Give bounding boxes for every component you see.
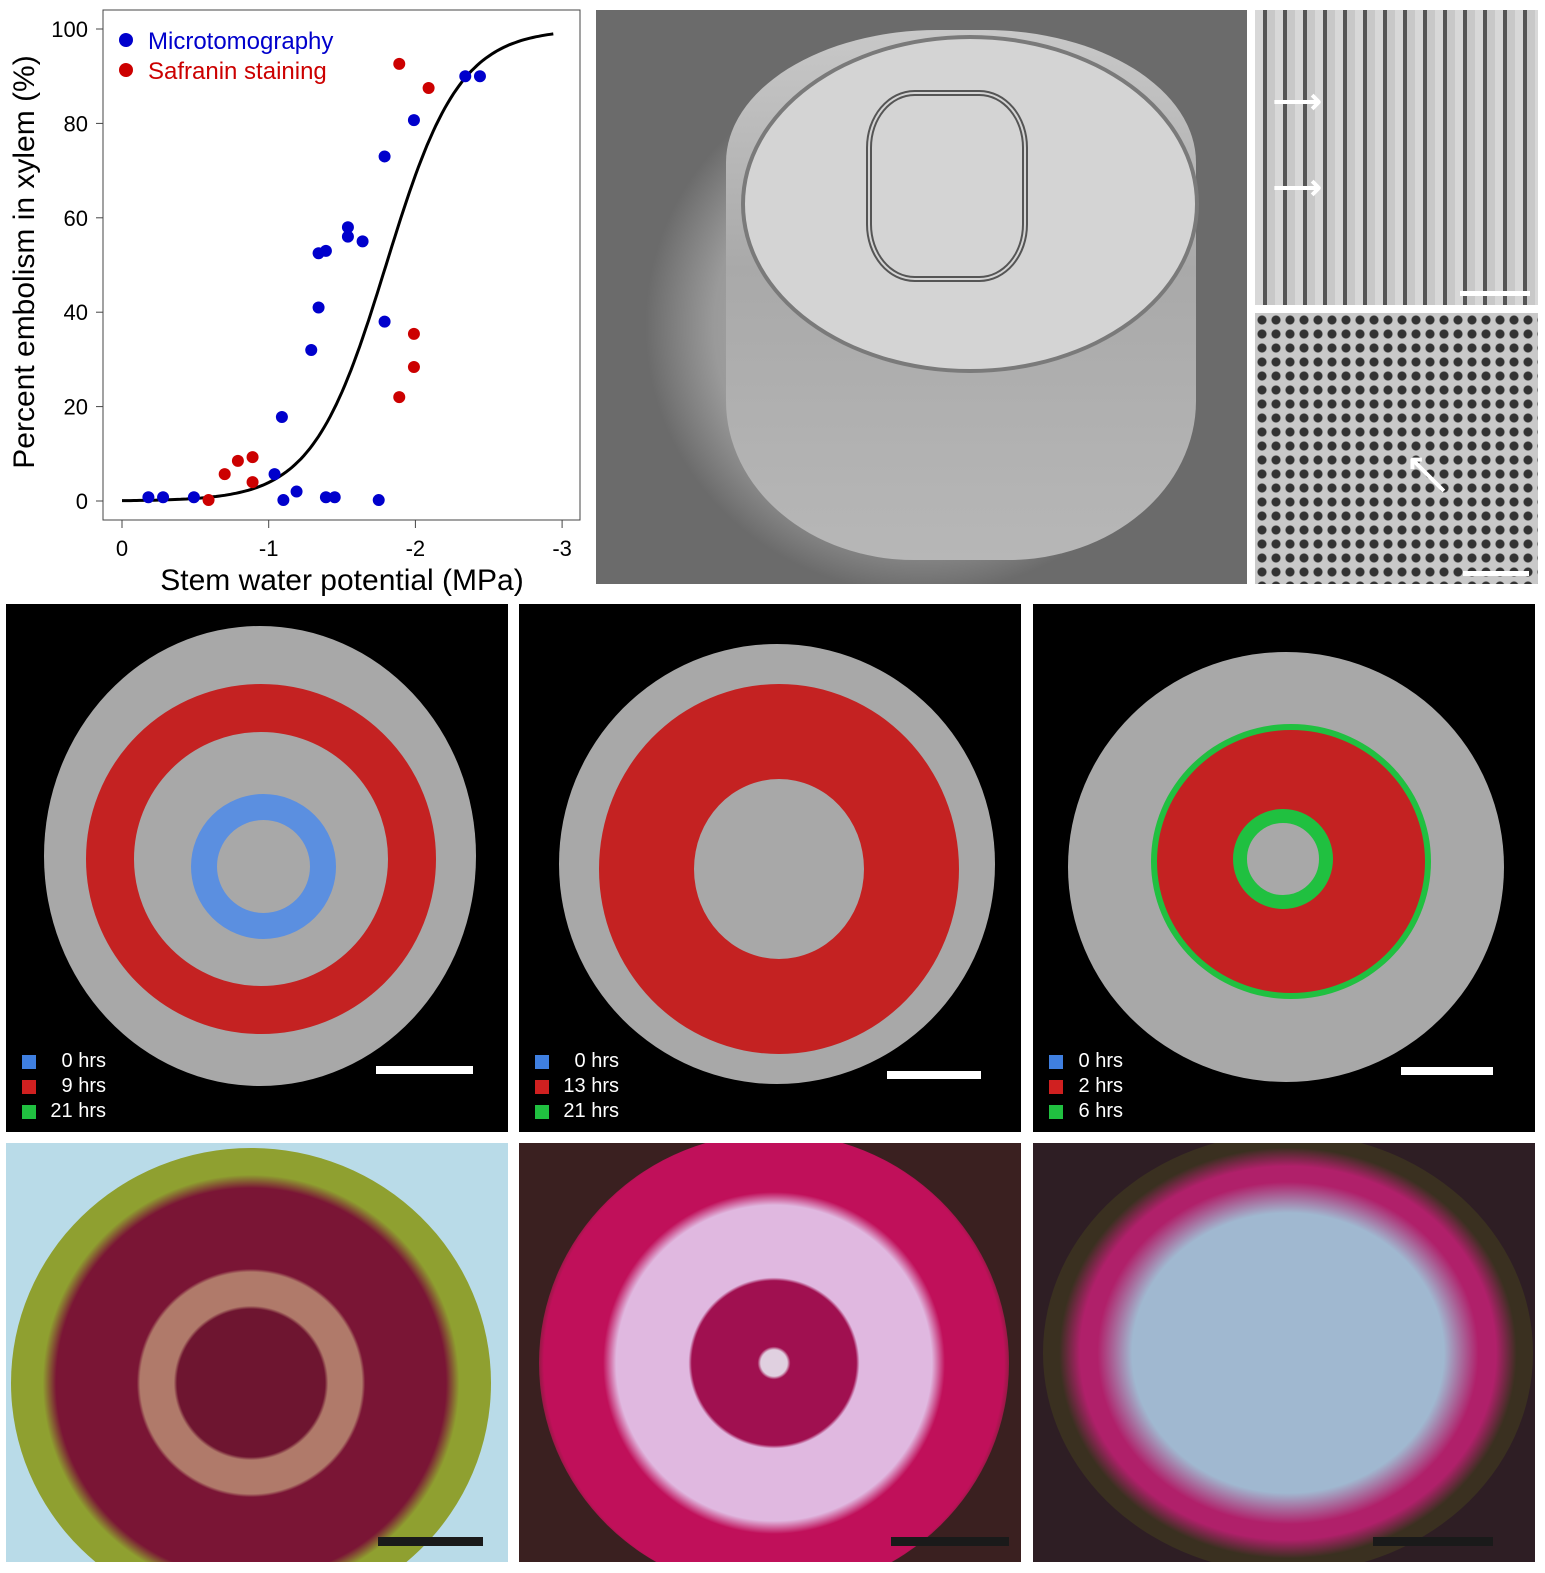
fit-curve	[122, 32, 554, 503]
plot-frame	[102, 9, 581, 521]
scale-bar	[891, 1537, 1009, 1546]
legend-label: 13 hrs	[563, 1075, 619, 1097]
legend-label: 6 hrs	[1078, 1100, 1123, 1122]
legend-label: 0 hrs	[1078, 1050, 1123, 1072]
stem-cross-section-top	[741, 35, 1199, 373]
arrow-icon: ⟶	[1273, 83, 1322, 121]
microtomography-point	[312, 301, 325, 314]
longitudinal-vessel-image: ⟶ ⟶	[1255, 10, 1538, 305]
microtomography-point	[459, 70, 472, 83]
legend-label: 9 hrs	[61, 1075, 106, 1097]
safranin-point	[246, 476, 259, 489]
microtomography-point	[157, 491, 170, 504]
microtomography-point	[341, 221, 354, 234]
microtomography-point	[328, 491, 341, 504]
ct-slice-panel-b: 0 hrs 13 hrs 21 hrs	[519, 604, 1021, 1132]
scale-bar	[376, 1066, 473, 1074]
legend-label: 2 hrs	[1078, 1075, 1123, 1097]
time-legend: 0 hrs 13 hrs 21 hrs	[535, 1049, 619, 1124]
legend-label: 21 hrs	[50, 1100, 106, 1122]
y-axis-label: Percent embolism in xylem (%)	[8, 55, 41, 468]
x-tick-label: -3	[552, 536, 572, 561]
stem-pith-core	[866, 90, 1028, 282]
scale-bar	[1373, 1537, 1493, 1546]
safranin-point	[393, 391, 406, 404]
scale-bar	[378, 1537, 483, 1546]
microtomography-point	[319, 491, 332, 504]
microtomography-point	[187, 491, 200, 504]
microtomography-point	[305, 343, 318, 356]
safranin-point	[218, 468, 231, 481]
y-tick-label: 40	[64, 300, 88, 325]
safranin-point	[231, 454, 244, 467]
arrow-icon: ⟶	[1273, 169, 1322, 207]
safranin-point	[393, 57, 406, 70]
legend-label: 0 hrs	[61, 1050, 106, 1072]
safranin-photo-c	[1033, 1143, 1535, 1562]
microtomography-point	[356, 235, 369, 248]
microtomography-point	[407, 114, 420, 127]
scale-bar	[1460, 291, 1530, 296]
legend-label: 0 hrs	[574, 1050, 619, 1072]
safranin-point	[202, 494, 215, 507]
microtomography-point	[275, 410, 288, 423]
microtomography-point	[341, 230, 354, 243]
y-tick-label: 100	[51, 17, 88, 42]
time-legend: 0 hrs 2 hrs 6 hrs	[1049, 1049, 1123, 1124]
x-tick-label: 0	[116, 536, 128, 561]
microtomography-point	[473, 70, 486, 83]
safranin-photo-a	[6, 1143, 508, 1562]
x-tick-label: -1	[259, 536, 279, 561]
y-tick-label: 60	[64, 206, 88, 231]
legend-label: Microtomography	[148, 28, 333, 55]
microtomography-point	[268, 468, 281, 481]
y-tick-label: 20	[64, 395, 88, 420]
safranin-photo-b	[519, 1143, 1021, 1562]
y-tick-label: 80	[64, 111, 88, 136]
microtomography-point	[290, 485, 303, 498]
legend-marker	[119, 33, 133, 47]
microtomography-point	[378, 315, 391, 328]
microtomography-point	[378, 150, 391, 163]
legend-label: Safranin staining	[148, 58, 327, 85]
x-axis-label: Stem water potential (MPa)	[160, 564, 523, 597]
time-legend: 0 hrs 9 hrs 21 hrs	[22, 1049, 106, 1124]
microtomography-point	[319, 244, 332, 257]
scale-bar	[1463, 571, 1529, 576]
scale-bar	[887, 1071, 981, 1079]
safranin-point	[407, 327, 420, 340]
embolism-vulnerability-chart: 0 20 40 60 80 100 0 -1 -2 -3 Stem water potential …	[8, 9, 581, 597]
scale-bar	[1401, 1067, 1493, 1075]
microtomography-point	[277, 494, 290, 507]
safranin-point	[407, 360, 420, 373]
legend-label: 21 hrs	[563, 1100, 619, 1122]
x-tick-label: -2	[406, 536, 426, 561]
safranin-point	[246, 451, 259, 464]
microtomography-point	[372, 494, 385, 507]
microtomography-point	[142, 491, 155, 504]
legend-marker	[119, 63, 133, 77]
ct-slice-panel-c: 0 hrs 2 hrs 6 hrs	[1033, 604, 1535, 1132]
safranin-point	[422, 82, 435, 94]
transverse-vessel-image: ⟶	[1255, 313, 1538, 584]
arrow-icon: ⟶	[1396, 444, 1459, 506]
stem-3d-microct-render	[596, 10, 1247, 584]
ct-slice-panel-a: 0 hrs 9 hrs 21 hrs	[6, 604, 508, 1132]
y-tick-label: 0	[76, 489, 88, 514]
